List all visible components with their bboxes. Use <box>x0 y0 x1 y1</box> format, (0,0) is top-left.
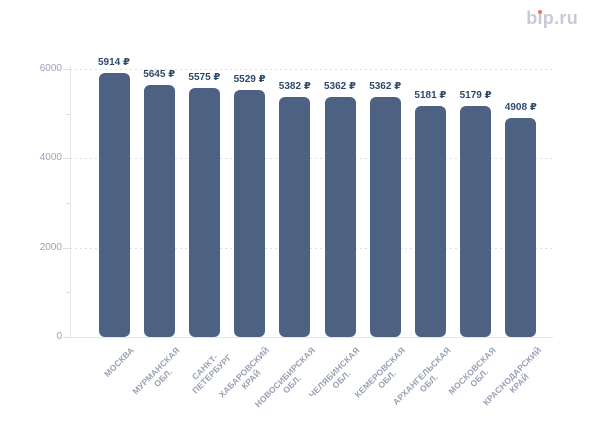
bar-value-label: 4908 ₽ <box>504 101 537 113</box>
bar[interactable] <box>234 90 266 337</box>
y-grid-line <box>70 69 553 70</box>
bar[interactable] <box>369 97 401 337</box>
y-minor-tick-mark <box>66 203 70 204</box>
bar[interactable] <box>460 105 492 337</box>
brand-i-dot-icon <box>538 10 543 14</box>
y-axis-tick-label: 6000 <box>39 63 62 74</box>
bar[interactable] <box>143 84 175 337</box>
bar-value-label: 5181 ₽ <box>414 89 447 101</box>
brand-logo: b ıp.ru <box>526 8 578 29</box>
bar[interactable] <box>98 72 130 337</box>
y-axis-line <box>70 66 71 337</box>
y-tick-mark <box>63 69 70 70</box>
bar[interactable] <box>324 97 356 337</box>
bar[interactable] <box>505 117 537 337</box>
brand-text-post: p.ru <box>542 8 578 28</box>
bar[interactable] <box>279 96 311 337</box>
bar-value-label: 5362 ₽ <box>324 81 356 93</box>
brand-letter-i: ı <box>537 8 542 29</box>
x-axis-line <box>70 337 553 338</box>
bar-value-label: 5179 ₽ <box>459 89 492 101</box>
bar-value-label: 5914 ₽ <box>98 56 130 68</box>
y-axis-tick-label: 2000 <box>39 241 62 253</box>
bar-value-label: 5382 ₽ <box>278 80 311 92</box>
y-grid-line <box>70 158 553 160</box>
bar-value-label: 5529 ₽ <box>233 74 266 86</box>
bar-value-label: 5362 ₽ <box>369 81 402 93</box>
y-grid-line <box>70 247 553 249</box>
y-axis-tick-label: 0 <box>56 331 62 342</box>
bar[interactable] <box>414 105 446 337</box>
brand-i-body: ı <box>537 8 543 28</box>
y-tick-mark <box>63 337 70 338</box>
bar[interactable] <box>188 87 220 337</box>
y-minor-tick-mark <box>66 292 70 294</box>
y-tick-mark <box>63 158 70 160</box>
y-tick-mark <box>63 247 70 249</box>
bar-value-label: 5645 ₽ <box>143 68 176 80</box>
brand-text-pre: b <box>526 8 538 28</box>
y-axis-tick-label: 4000 <box>39 152 62 164</box>
x-axis-tick-label: МОСКВА <box>102 345 137 379</box>
x-axis-tick-label: МУРМАНСКАЯ ОБЛ. <box>129 345 182 397</box>
y-minor-tick-mark <box>66 113 70 115</box>
bar-value-label: 5575 ₽ <box>188 71 221 83</box>
